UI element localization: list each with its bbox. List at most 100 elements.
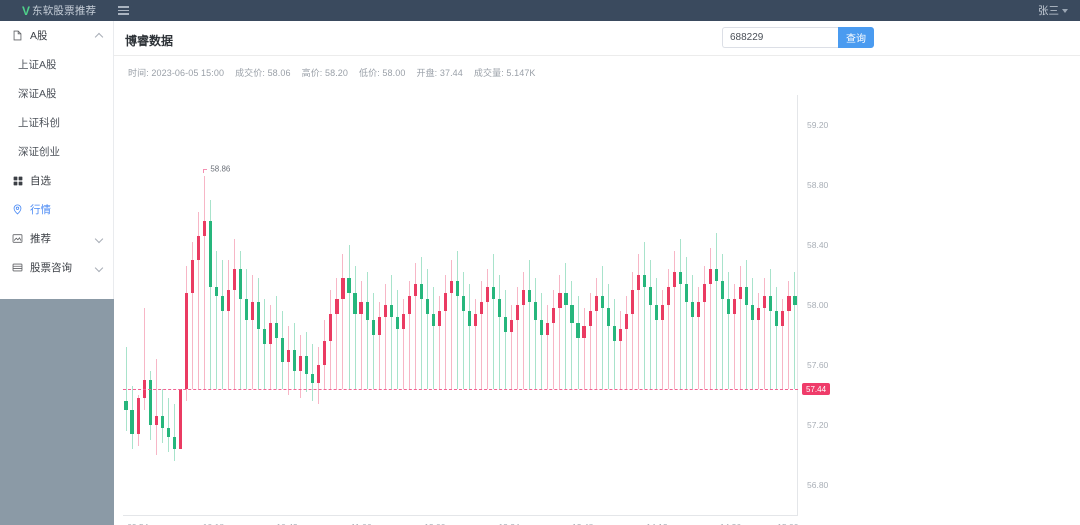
- candle-body[interactable]: [678, 272, 683, 284]
- brand[interactable]: V 东软股票推荐: [0, 3, 116, 18]
- candle-body[interactable]: [244, 299, 249, 320]
- candle-body[interactable]: [359, 302, 363, 314]
- candle-body[interactable]: [263, 329, 267, 344]
- candle-body[interactable]: [576, 323, 580, 338]
- candle-body[interactable]: [377, 317, 381, 335]
- candle-body[interactable]: [751, 305, 755, 320]
- candle-body[interactable]: [449, 281, 454, 293]
- candle-body[interactable]: [660, 305, 664, 320]
- candle-body[interactable]: [684, 284, 689, 302]
- candle-body[interactable]: [238, 269, 243, 299]
- candle-body[interactable]: [672, 272, 676, 287]
- candle-body[interactable]: [347, 278, 351, 293]
- candle-body[interactable]: [745, 287, 749, 305]
- candle-body[interactable]: [178, 389, 182, 449]
- candle-body[interactable]: [389, 305, 393, 317]
- candle-body[interactable]: [202, 221, 206, 236]
- candle-body[interactable]: [582, 326, 586, 338]
- hamburger-icon[interactable]: [118, 4, 132, 18]
- candle-body[interactable]: [208, 221, 212, 287]
- candle-body[interactable]: [775, 311, 779, 326]
- candle-body[interactable]: [709, 269, 713, 284]
- candle-body[interactable]: [690, 302, 695, 317]
- candle-body[interactable]: [425, 299, 429, 314]
- candle-body[interactable]: [196, 236, 200, 260]
- candle-body[interactable]: [522, 290, 526, 305]
- candle-body[interactable]: [618, 329, 622, 341]
- sidebar-item-recommend[interactable]: 推荐: [0, 224, 113, 253]
- candle-body[interactable]: [793, 296, 797, 305]
- candle-body[interactable]: [570, 305, 574, 323]
- candle-body[interactable]: [540, 320, 544, 335]
- candle-body[interactable]: [413, 284, 417, 296]
- candle-body[interactable]: [184, 293, 188, 389]
- candle-body[interactable]: [329, 314, 333, 341]
- candle-body[interactable]: [480, 302, 484, 314]
- candle-body[interactable]: [654, 305, 658, 320]
- candle-body[interactable]: [323, 341, 327, 365]
- candle-body[interactable]: [124, 401, 128, 410]
- candle-body[interactable]: [226, 290, 231, 311]
- candle-body[interactable]: [455, 281, 460, 296]
- candle-body[interactable]: [666, 287, 670, 305]
- candle-body[interactable]: [467, 311, 472, 326]
- sidebar-item-quotes[interactable]: 行情: [0, 195, 113, 224]
- candle-body[interactable]: [564, 293, 568, 305]
- candle-body[interactable]: [492, 287, 496, 299]
- candle-body[interactable]: [727, 299, 731, 314]
- candle-body[interactable]: [419, 284, 423, 299]
- candle-body[interactable]: [299, 356, 303, 371]
- candle-body[interactable]: [172, 437, 176, 449]
- candle-body[interactable]: [769, 296, 773, 311]
- candle-body[interactable]: [160, 416, 164, 428]
- candle-body[interactable]: [636, 275, 640, 290]
- candle-body[interactable]: [443, 293, 447, 311]
- candle-body[interactable]: [781, 311, 785, 326]
- candle-body[interactable]: [251, 302, 255, 320]
- candle-body[interactable]: [715, 269, 719, 281]
- candle-body[interactable]: [606, 308, 610, 326]
- candle-body[interactable]: [431, 314, 435, 326]
- candle-body[interactable]: [371, 320, 375, 335]
- candle-body[interactable]: [214, 287, 218, 296]
- candle-body[interactable]: [401, 314, 405, 329]
- candle-body[interactable]: [383, 305, 387, 317]
- candle-body[interactable]: [190, 260, 194, 293]
- candle-body[interactable]: [166, 428, 170, 437]
- candle-body[interactable]: [594, 296, 598, 311]
- candle-body[interactable]: [558, 293, 562, 308]
- candle-body[interactable]: [293, 350, 297, 371]
- candle-body[interactable]: [739, 287, 743, 299]
- candle-body[interactable]: [136, 398, 140, 434]
- candle-body[interactable]: [528, 290, 532, 302]
- candle-body[interactable]: [474, 314, 478, 326]
- sidebar-item-sh-star[interactable]: 上证科创: [0, 108, 113, 137]
- candle-body[interactable]: [365, 302, 369, 320]
- candle-body[interactable]: [516, 305, 520, 320]
- candle-body[interactable]: [498, 299, 502, 317]
- candle-body[interactable]: [232, 269, 237, 290]
- candle-body[interactable]: [305, 356, 309, 374]
- candle-body[interactable]: [624, 314, 628, 329]
- sidebar-item-sh-a[interactable]: 上证A股: [0, 50, 113, 79]
- candle-body[interactable]: [407, 296, 411, 314]
- candle-body[interactable]: [534, 302, 538, 320]
- candle-body[interactable]: [311, 374, 315, 383]
- candle-body[interactable]: [612, 326, 616, 341]
- sidebar-item-sz-a[interactable]: 深证A股: [0, 79, 113, 108]
- candle-body[interactable]: [353, 293, 357, 314]
- candle-body[interactable]: [600, 296, 604, 308]
- candle-body[interactable]: [281, 338, 285, 362]
- sidebar-item-watchlist[interactable]: 自选: [0, 166, 113, 195]
- candle-body[interactable]: [733, 299, 737, 314]
- candle-body[interactable]: [154, 416, 158, 425]
- candle-body[interactable]: [148, 380, 152, 425]
- candle-body[interactable]: [696, 302, 701, 317]
- candle-body[interactable]: [630, 290, 634, 314]
- candle-body[interactable]: [395, 317, 399, 329]
- candle-body[interactable]: [763, 296, 767, 308]
- candle-body[interactable]: [220, 296, 224, 311]
- candle-body[interactable]: [486, 287, 490, 302]
- candle-body[interactable]: [287, 350, 291, 362]
- candle-body[interactable]: [546, 323, 550, 335]
